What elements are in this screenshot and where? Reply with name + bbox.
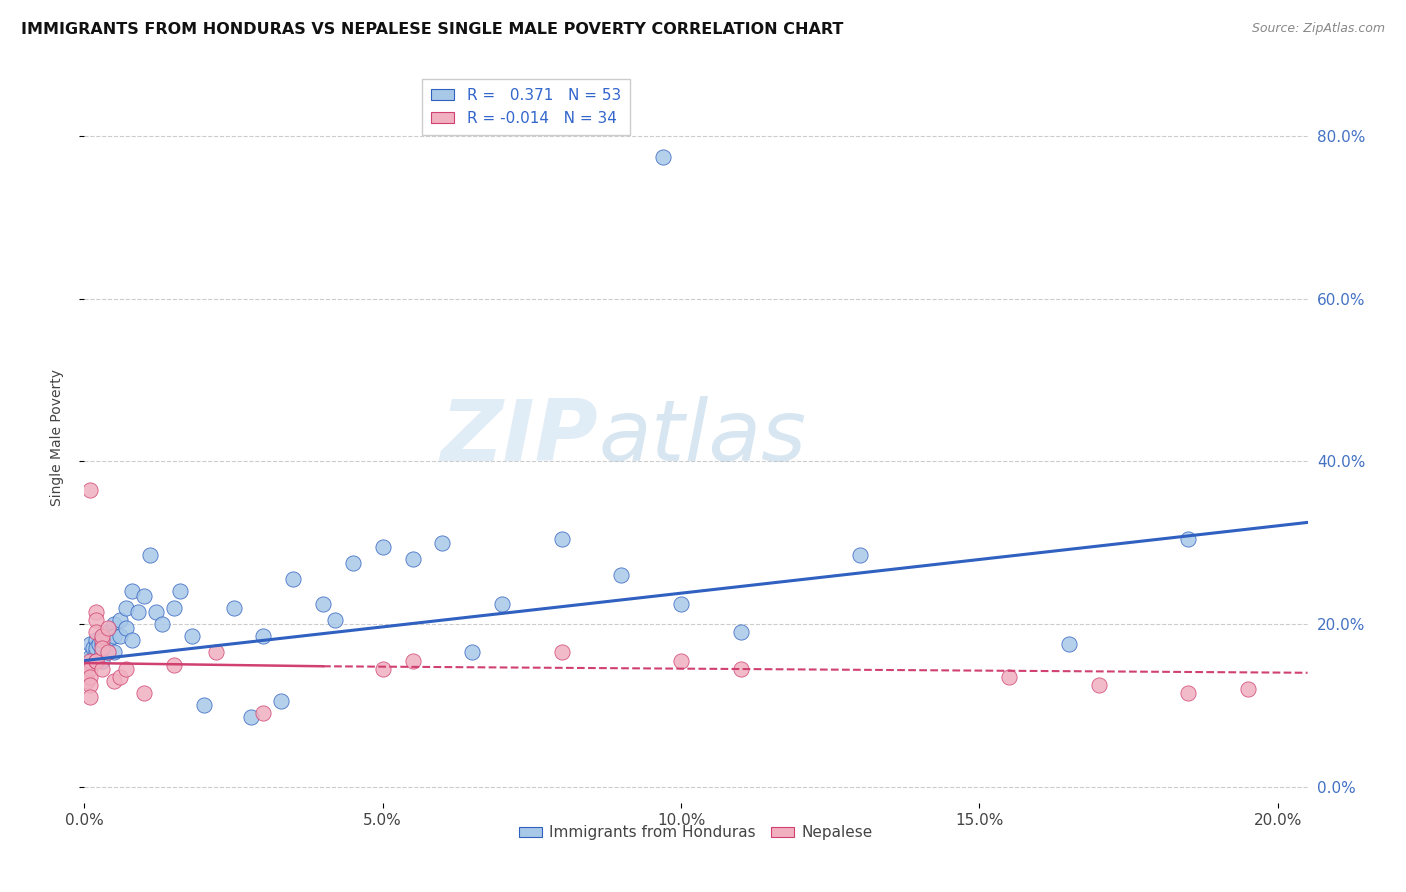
Point xyxy=(998,670,1021,684)
Point xyxy=(91,662,114,676)
Point xyxy=(84,654,107,668)
Point xyxy=(79,483,101,497)
Point xyxy=(84,605,107,619)
Point xyxy=(115,600,138,615)
Point xyxy=(491,597,513,611)
Point xyxy=(91,629,114,643)
Text: atlas: atlas xyxy=(598,395,806,479)
Point xyxy=(163,657,186,672)
Point xyxy=(163,600,186,615)
Point xyxy=(610,568,633,582)
Point xyxy=(108,670,131,684)
Point xyxy=(79,678,101,692)
Point xyxy=(1057,637,1080,651)
Point xyxy=(669,654,692,668)
Point xyxy=(103,645,125,659)
Point xyxy=(342,556,364,570)
Point xyxy=(84,613,107,627)
Point xyxy=(76,654,98,668)
Point xyxy=(91,641,114,656)
Text: ZIP: ZIP xyxy=(440,395,598,479)
Point xyxy=(132,589,155,603)
Point xyxy=(371,662,394,676)
Point xyxy=(204,645,226,659)
Legend: Immigrants from Honduras, Nepalese: Immigrants from Honduras, Nepalese xyxy=(513,819,879,847)
Point xyxy=(79,662,101,676)
Point xyxy=(97,645,120,659)
Point xyxy=(1177,532,1199,546)
Point xyxy=(401,654,423,668)
Point xyxy=(849,548,872,562)
Point xyxy=(121,584,143,599)
Point xyxy=(84,645,107,659)
Point xyxy=(127,605,149,619)
Point xyxy=(1237,681,1260,696)
Point xyxy=(115,662,138,676)
Point xyxy=(730,662,752,676)
Point xyxy=(312,597,335,611)
Point xyxy=(371,540,394,554)
Point xyxy=(103,629,125,643)
Point xyxy=(401,552,423,566)
Point xyxy=(79,649,101,664)
Point xyxy=(79,637,101,651)
Point xyxy=(89,637,111,651)
Point xyxy=(193,698,215,713)
Point xyxy=(1177,686,1199,700)
Point xyxy=(75,662,97,676)
Point xyxy=(150,617,173,632)
Point xyxy=(91,629,114,643)
Point xyxy=(82,641,104,656)
Point xyxy=(121,633,143,648)
Point xyxy=(97,621,120,635)
Point xyxy=(551,645,574,659)
Point xyxy=(91,637,114,651)
Point xyxy=(551,532,574,546)
Text: Source: ZipAtlas.com: Source: ZipAtlas.com xyxy=(1251,22,1385,36)
Point xyxy=(169,584,191,599)
Point xyxy=(652,150,675,164)
Point xyxy=(283,572,305,586)
Point xyxy=(84,641,107,656)
Point xyxy=(1087,678,1109,692)
Point xyxy=(103,673,125,688)
Point xyxy=(252,706,274,721)
Point xyxy=(669,597,692,611)
Point xyxy=(84,654,107,668)
Point xyxy=(180,629,202,643)
Y-axis label: Single Male Poverty: Single Male Poverty xyxy=(49,368,63,506)
Point xyxy=(79,654,101,668)
Point xyxy=(222,600,245,615)
Point xyxy=(252,629,274,643)
Point xyxy=(91,633,114,648)
Point xyxy=(240,710,263,724)
Point xyxy=(103,617,125,632)
Point xyxy=(115,621,138,635)
Point xyxy=(91,654,114,668)
Point xyxy=(139,548,162,562)
Point xyxy=(76,673,98,688)
Point xyxy=(108,613,131,627)
Point xyxy=(461,645,484,659)
Point xyxy=(108,629,131,643)
Point xyxy=(97,625,120,640)
Point xyxy=(730,625,752,640)
Point xyxy=(84,625,107,640)
Point xyxy=(84,633,107,648)
Point xyxy=(145,605,167,619)
Point xyxy=(432,535,454,549)
Point xyxy=(79,670,101,684)
Point xyxy=(97,645,120,659)
Point xyxy=(91,645,114,659)
Point xyxy=(97,633,120,648)
Point xyxy=(323,613,346,627)
Text: IMMIGRANTS FROM HONDURAS VS NEPALESE SINGLE MALE POVERTY CORRELATION CHART: IMMIGRANTS FROM HONDURAS VS NEPALESE SIN… xyxy=(21,22,844,37)
Point xyxy=(79,690,101,705)
Point xyxy=(270,694,292,708)
Point xyxy=(132,686,155,700)
